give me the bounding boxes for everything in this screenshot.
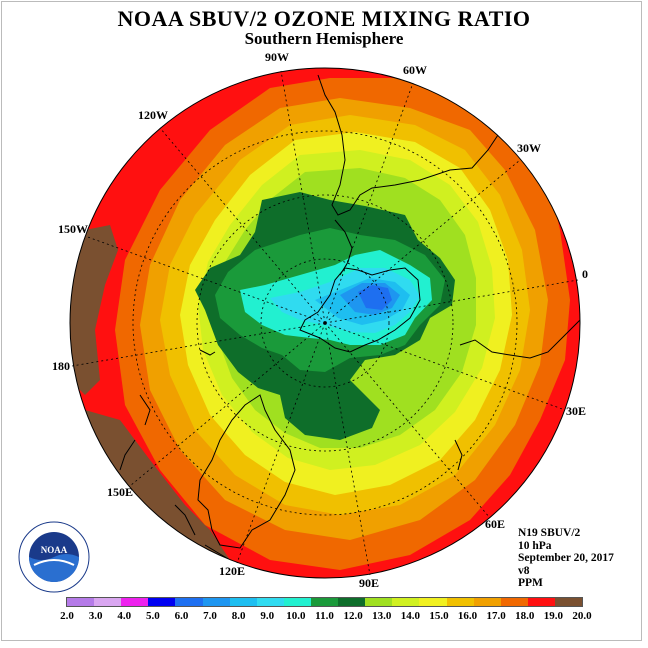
- colorbar-segment: [527, 598, 555, 606]
- lon-label-30w: 30W: [517, 141, 541, 155]
- info-block: N19 SBUV/2 10 hPa September 20, 2017 v8 …: [518, 527, 614, 590]
- colorbar-tick-label: 19.0: [543, 610, 563, 622]
- lon-label-120e: 120E: [219, 564, 246, 578]
- lon-label-30e: 30E: [566, 404, 587, 418]
- lon-label-120w: 120W: [138, 108, 168, 122]
- level-label: 10 hPa: [518, 539, 552, 552]
- colorbar-tick-label: 6.0: [174, 610, 189, 622]
- colorbar-segment: [67, 598, 95, 606]
- colorbar-segment: [338, 598, 366, 606]
- colorbar-segment: [500, 598, 528, 606]
- colorbar-tick-label: 16.0: [457, 610, 478, 622]
- map-title: NOAA SBUV/2 OZONE MIXING RATIO: [117, 6, 531, 31]
- map-outline: [69, 67, 581, 579]
- colorbar-tick-label: 18.0: [515, 610, 535, 622]
- colorbar-segment: [148, 598, 176, 606]
- colorbar-segment: [365, 598, 393, 606]
- colorbar-tick-label: 8.0: [231, 610, 246, 622]
- colorbar-segment: [554, 598, 583, 606]
- indonesia-islands: [174, 504, 319, 578]
- date-label: September 20, 2017: [518, 552, 614, 564]
- colorbar-tick-label: 2.0: [60, 610, 74, 622]
- africa-coast: [459, 319, 580, 359]
- colorbar-segment: [392, 598, 420, 606]
- lon-label-60e: 60E: [485, 517, 506, 531]
- colorbar-tick-label: 11.0: [315, 610, 334, 622]
- colorbar-segment: [175, 598, 203, 606]
- noaa-logo: NOAA: [18, 521, 90, 593]
- logo-text: NOAA: [41, 545, 68, 555]
- colorbar-tick-label: 17.0: [486, 610, 506, 622]
- colorbar-tick-label: 10.0: [286, 610, 306, 622]
- map-subtitle: Southern Hemisphere: [244, 29, 404, 48]
- madagascar: [454, 439, 463, 471]
- colorbar: [66, 597, 583, 607]
- colorbar-labels: 2.0 3.0 4.0 5.0 6.0 7.0 8.0 9.0 10.0 11.0 12.0 13.0…: [0, 610, 648, 624]
- high-patch-southwest: [85, 410, 230, 570]
- colorbar-segment: [310, 598, 339, 606]
- lon-label-60w: 60W: [403, 63, 427, 77]
- colorbar-segment: [121, 598, 149, 606]
- lon-label-0: 0: [582, 267, 588, 281]
- colorbar-tick-label: 12.0: [343, 610, 363, 622]
- new-zealand: [119, 394, 151, 471]
- frame-border: [1, 1, 642, 641]
- colorbar-tick-label: 7.0: [203, 610, 217, 622]
- units-label: PPM: [518, 577, 543, 589]
- lon-label-150w: 150W: [58, 222, 88, 236]
- colorbar-tick-label: 15.0: [429, 610, 449, 622]
- colorbar-segment: [229, 598, 257, 606]
- antarctica-coast: [299, 267, 421, 353]
- colorbar-segment: [419, 598, 447, 606]
- colorbar-tick-label: 9.0: [260, 610, 275, 622]
- australia-coast: [197, 394, 296, 549]
- colorbar-segment: [473, 598, 501, 606]
- graticule: [71, 70, 579, 576]
- colorbar-tick-label: 14.0: [400, 610, 420, 622]
- colorbar-segment: [94, 598, 122, 606]
- lon-label-90e: 90E: [359, 576, 380, 590]
- version-label: v8: [518, 564, 530, 577]
- colorbar-tick-label: 20.0: [572, 610, 592, 622]
- colorbar-tick-label: 3.0: [88, 610, 103, 622]
- antarctic-peninsula: [334, 219, 353, 276]
- colorbar-segment: [283, 598, 311, 606]
- colorbar-tick-label: 4.0: [117, 610, 132, 622]
- lon-label-180: 180: [52, 359, 70, 373]
- colorbar-tick-label: 13.0: [372, 610, 392, 622]
- high-patch-west: [70, 225, 118, 395]
- lon-label-150e: 150E: [107, 485, 134, 499]
- colorbar-segment: [446, 598, 474, 606]
- colorbar-segment: [256, 598, 284, 606]
- colorbar-segment: [202, 598, 230, 606]
- colorbar-tick-label: 5.0: [145, 610, 160, 622]
- small-island: [199, 349, 216, 356]
- satellite-label: N19 SBUV/2: [518, 527, 581, 539]
- lon-label-90w: 90W: [265, 50, 289, 64]
